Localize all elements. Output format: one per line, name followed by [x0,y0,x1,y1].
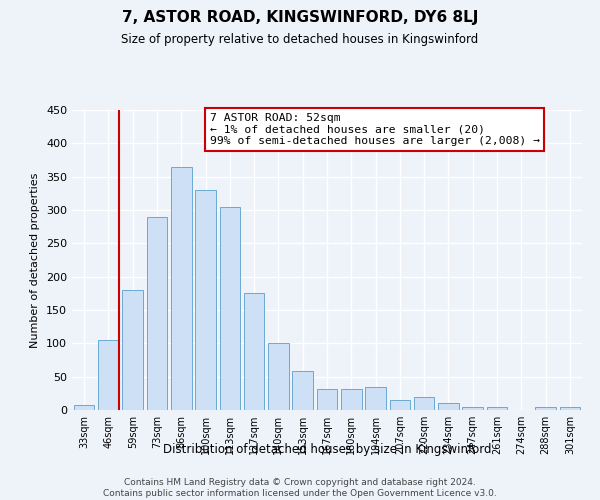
Bar [98,340,119,410]
Bar [414,398,434,410]
Bar [220,206,240,410]
Bar [268,344,289,410]
Bar [560,406,580,410]
Text: Distribution of detached houses by size in Kingswinford: Distribution of detached houses by size … [163,442,491,456]
Text: 7, ASTOR ROAD, KINGSWINFORD, DY6 8LJ: 7, ASTOR ROAD, KINGSWINFORD, DY6 8LJ [122,10,478,25]
Bar [74,404,94,410]
Bar [171,166,191,410]
Bar [317,390,337,410]
Bar [122,290,143,410]
Bar [487,406,508,410]
Bar [438,404,459,410]
Bar [195,190,216,410]
Text: 7 ASTOR ROAD: 52sqm
← 1% of detached houses are smaller (20)
99% of semi-detache: 7 ASTOR ROAD: 52sqm ← 1% of detached hou… [210,113,540,146]
Bar [463,406,483,410]
Text: Size of property relative to detached houses in Kingswinford: Size of property relative to detached ho… [121,32,479,46]
Text: Contains HM Land Registry data © Crown copyright and database right 2024.
Contai: Contains HM Land Registry data © Crown c… [103,478,497,498]
Bar [292,372,313,410]
Bar [244,294,265,410]
Bar [535,406,556,410]
Bar [341,388,362,410]
Bar [146,216,167,410]
Bar [389,400,410,410]
Bar [365,386,386,410]
Y-axis label: Number of detached properties: Number of detached properties [31,172,40,348]
